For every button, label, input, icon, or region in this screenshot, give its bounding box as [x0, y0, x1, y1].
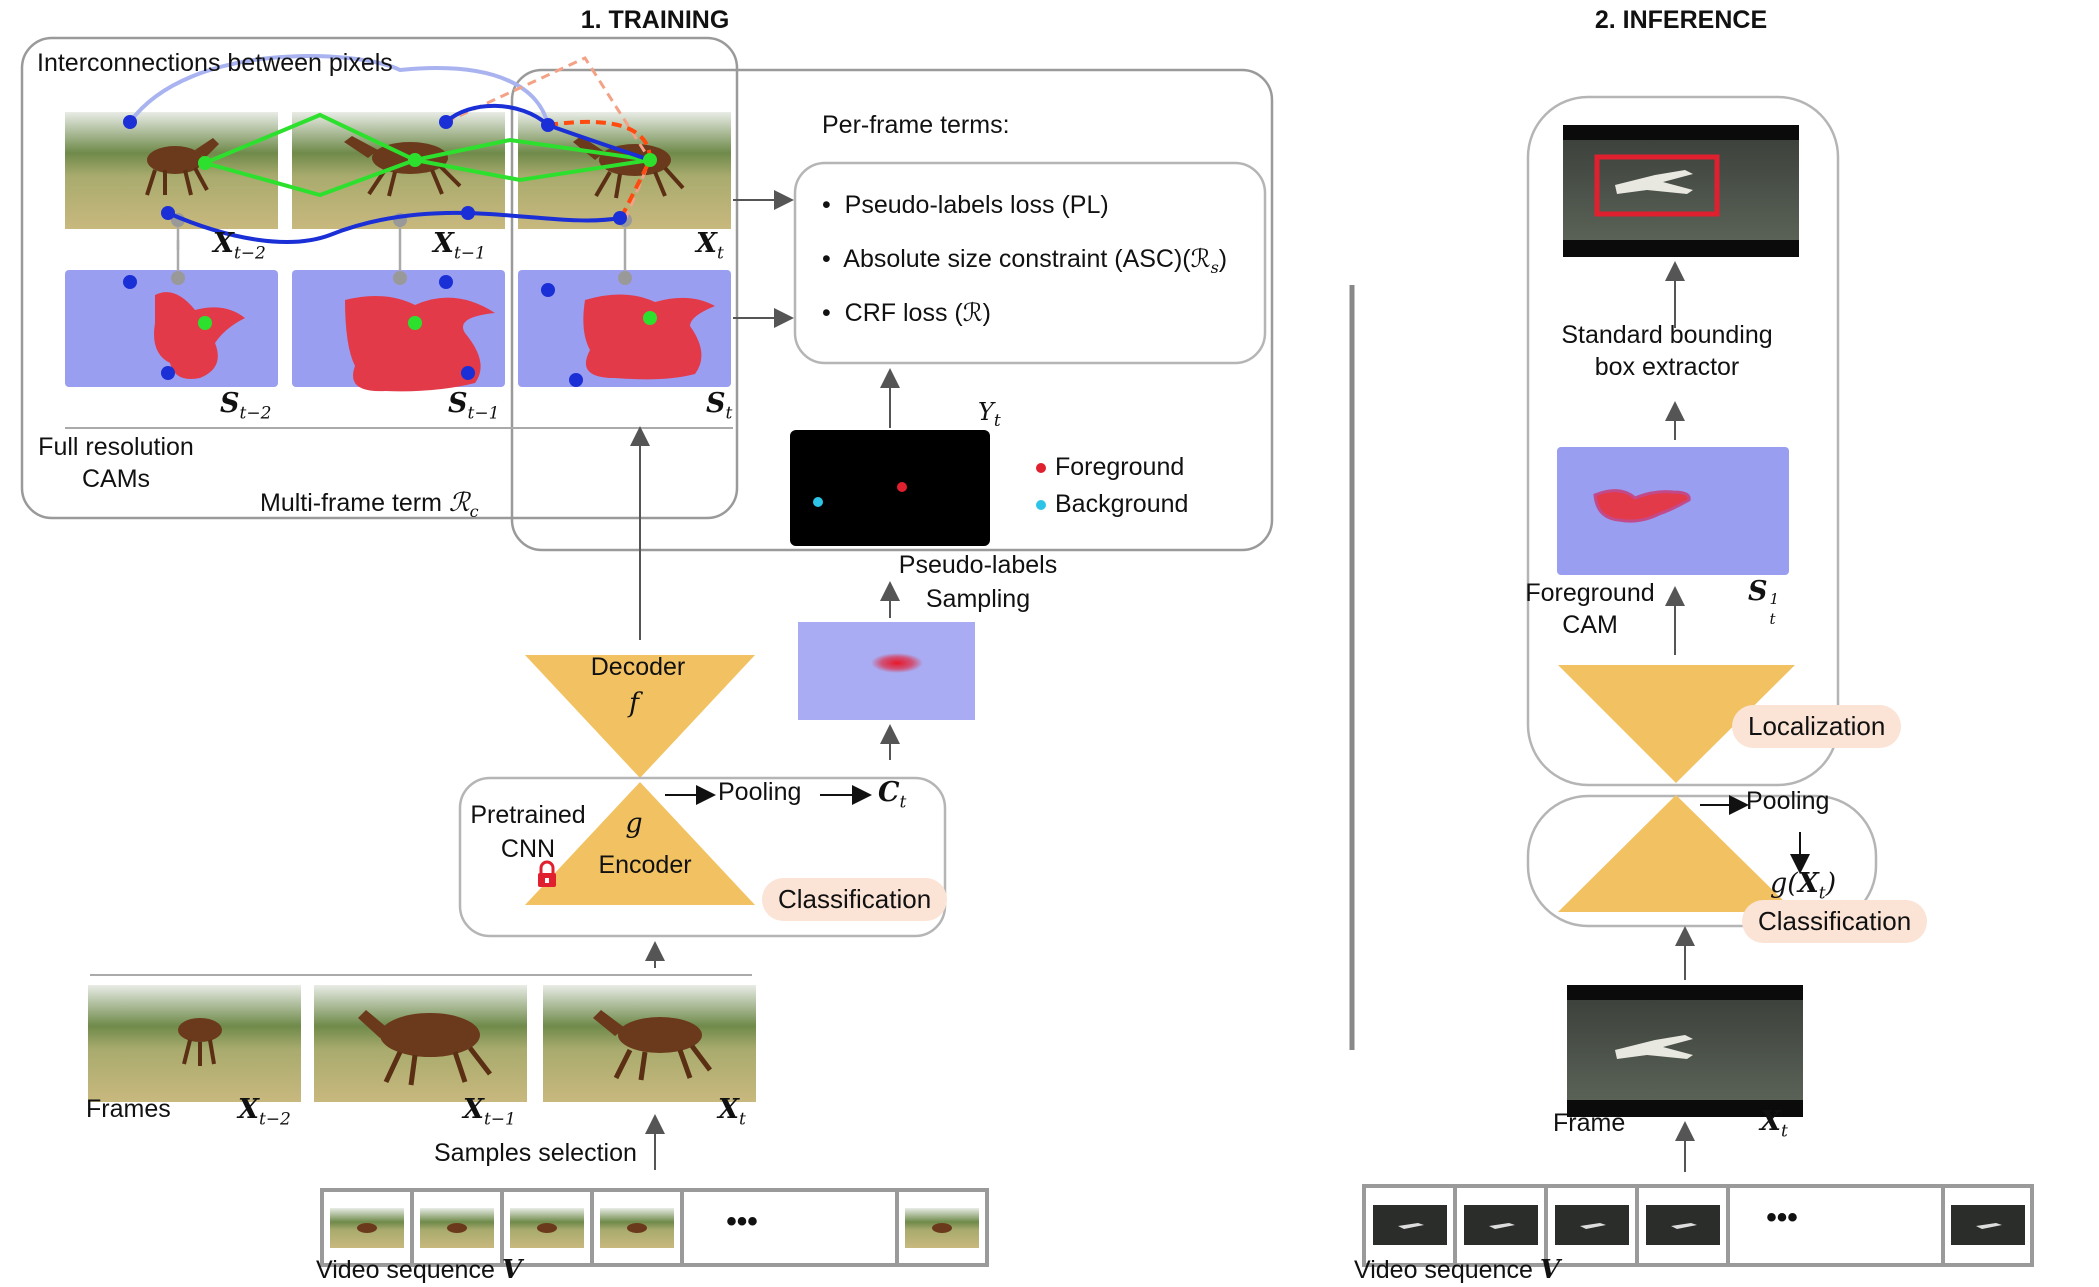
frame-label-t-1: Xt−1	[433, 228, 486, 264]
fg-cam-label-2: CAM	[1562, 611, 1618, 639]
per-frame-title: Per-frame terms:	[822, 111, 1010, 139]
cam-label-t: St	[706, 388, 733, 424]
link-blue-bottom	[167, 210, 621, 244]
legend-fg-dot	[1036, 463, 1046, 473]
yt-label: Yt	[978, 398, 1001, 431]
g-xt-label: g(Xt)	[1770, 868, 1837, 904]
inference-frame-image	[1567, 985, 1803, 1117]
video-strip-inference	[1362, 1184, 2034, 1267]
legend-background: Background	[1055, 490, 1189, 518]
decoder-label: Decoder	[590, 653, 686, 681]
training-title: 1. TRAINING	[580, 6, 730, 34]
full-res-label-1: Full resolution	[38, 433, 194, 461]
bottom-frame-t-2	[88, 985, 301, 1102]
legend-foreground: Foreground	[1055, 453, 1185, 481]
bbox-label-2: box extractor	[1594, 353, 1740, 381]
pseudo-sampling-label-2: Sampling	[925, 585, 1031, 613]
samples-selection-label: Samples selection	[434, 1139, 637, 1167]
inf-xt-label: Xt	[1760, 1106, 1788, 1142]
output-frame-image	[1563, 125, 1799, 257]
full-res-label-2: CAMs	[81, 465, 151, 493]
term-asc: • Absolute size constraint (ASC)(ℛs)	[822, 245, 1228, 277]
cam-image-t-2	[65, 270, 278, 387]
multiframe-term-label: Multi-frame term ℛc	[260, 488, 479, 521]
bbox-rectangle	[1594, 154, 1720, 217]
inference-video-label: Video sequence V	[1354, 1255, 1560, 1285]
bottom-frame-t-1	[314, 985, 527, 1102]
ct-label: Ct	[878, 777, 907, 813]
pooling-label: Pooling	[718, 778, 802, 806]
bottom-frame-t	[543, 985, 756, 1102]
encoder-shape	[525, 782, 755, 905]
inference-ellipsis: •••	[1766, 1201, 1798, 1234]
lock-icon	[538, 860, 556, 887]
perframe-box	[510, 68, 1274, 552]
video-strip-training	[320, 1188, 989, 1267]
inference-encoder-shape	[1558, 795, 1795, 912]
frame-label: Frame	[1553, 1109, 1626, 1137]
bottom-label-t-1: Xt−1	[463, 1094, 516, 1130]
encoder-box	[458, 776, 947, 938]
term-crf: • CRF loss (ℛ)	[822, 299, 991, 327]
decoder-symbol: f	[629, 688, 639, 719]
encoder-label: Encoder	[598, 851, 692, 879]
pretrained-label-1: Pretrained	[470, 801, 586, 829]
classification-pill: Classification	[762, 878, 948, 921]
localization-box	[1526, 95, 1840, 787]
cam-image-t-1	[292, 270, 505, 392]
multiframe-box	[20, 36, 739, 520]
legend-bg-dot	[1036, 500, 1046, 510]
pretrained-label-2: CNN	[500, 835, 556, 863]
pseudo-sampling-label-1: Pseudo-labels	[898, 551, 1058, 579]
interconnections-label: Interconnections between pixels	[37, 49, 393, 77]
inference-decoder-shape	[1558, 665, 1795, 783]
training-ellipsis: •••	[726, 1205, 758, 1238]
cam-label-t-1: St−1	[448, 388, 500, 424]
frames-label: Frames	[86, 1095, 171, 1123]
pixel-dots	[123, 115, 657, 387]
link-salmon-dashed	[445, 56, 652, 221]
frame-label-t-2: Xt−2	[213, 228, 266, 264]
inference-title: 2. INFERENCE	[1594, 6, 1768, 34]
encoder-symbol: g	[625, 808, 643, 839]
inf-classification-pill: Classification	[1742, 900, 1928, 943]
frame-image-t	[518, 112, 731, 229]
cam-label-t-2: St−2	[220, 388, 272, 424]
terms-box	[793, 161, 1267, 365]
term-pl: • Pseudo-labels loss (PL)	[822, 191, 1109, 219]
bottom-label-t-2: Xt−2	[238, 1094, 291, 1130]
cam-image-t	[518, 270, 731, 387]
inference-cam-image	[1557, 447, 1789, 575]
training-video-label: Video sequence V	[316, 1255, 522, 1285]
inf-pooling-label: Pooling	[1746, 787, 1830, 815]
link-lightblue	[128, 54, 550, 126]
frame-cam-connectors	[176, 220, 627, 275]
fg-cam-label-1: Foreground	[1525, 579, 1655, 607]
bottom-label-t: Xt	[718, 1094, 746, 1130]
bbox-label-1: Standard bounding	[1561, 321, 1773, 349]
classification-box	[1526, 794, 1878, 928]
decoder-shape	[525, 655, 755, 778]
yt-box	[790, 430, 990, 546]
frame-label-t: Xt	[696, 228, 724, 264]
localization-pill: Localization	[1732, 705, 1902, 748]
